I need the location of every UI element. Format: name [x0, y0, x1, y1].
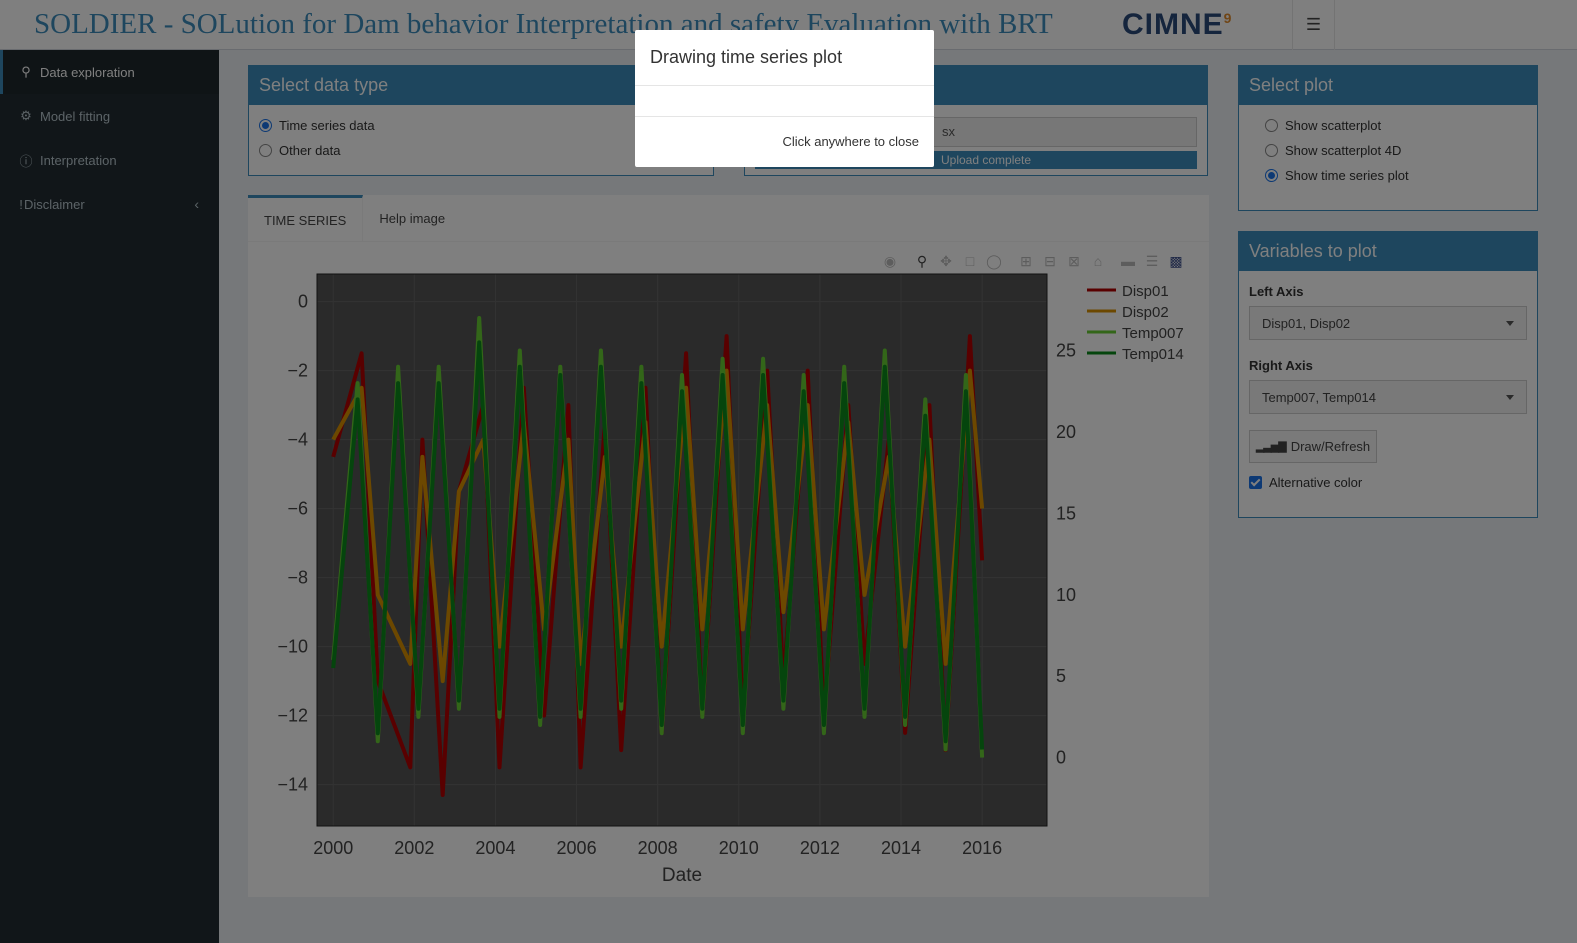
modal-footer: Click anywhere to close [782, 134, 919, 149]
modal-body [635, 86, 934, 117]
drawing-modal[interactable]: Drawing time series plot Click anywhere … [635, 30, 934, 167]
modal-title: Drawing time series plot [635, 30, 934, 86]
